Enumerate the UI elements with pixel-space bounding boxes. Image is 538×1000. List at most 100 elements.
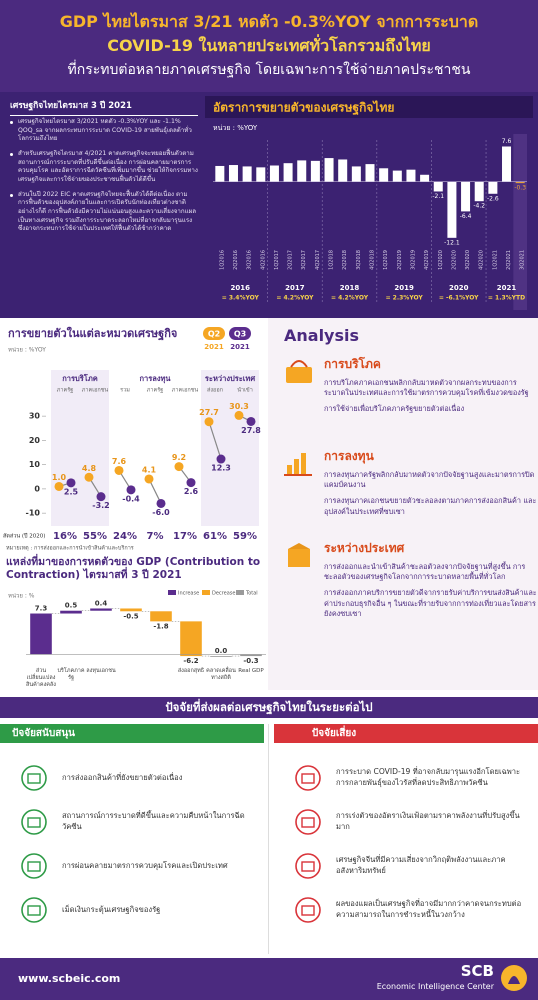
value-label: 7.6	[112, 457, 127, 466]
legend-swatch	[203, 327, 225, 340]
note: หมายเหตุ : การส่งออกและการนำเข้าสินค้าแล…	[6, 545, 134, 552]
icon-shape	[288, 543, 310, 549]
unit-label: หน่วย : %	[8, 593, 35, 600]
x-tick-label: 1Q2019	[383, 250, 389, 270]
title-bg	[205, 96, 533, 118]
icon	[295, 765, 321, 791]
footer-url: www.scbeic.com	[18, 972, 121, 985]
risk-header-bg	[274, 724, 538, 743]
waterfall-chart: หน่วย : % Increase Decrease Total 7.3 0.5 0.4 -…	[0, 588, 268, 690]
point	[96, 492, 106, 502]
gdp-chart: อัตราการขยายตัวของเศรษฐกิจไทย หน่วย : %YO…	[205, 92, 533, 316]
share-label: 7%	[147, 531, 164, 542]
x-tick-label: 1Q2020	[438, 250, 444, 270]
value-label: -6.0	[152, 508, 170, 517]
share-label: 61%	[203, 531, 227, 542]
value-label: 2.5	[64, 487, 79, 496]
legend-label: Total	[245, 591, 258, 597]
divider	[268, 724, 269, 954]
value-label: -12.1	[444, 239, 460, 246]
legend-label: Decrease	[212, 591, 235, 597]
title-line: COVID-19 ในหลายประเทศทั่วโลกรวมถึงไทย	[107, 36, 431, 55]
outlook-item: การผ่อนคลายมาตรการควบคุมโรคและเปิดประเทศ	[0, 844, 264, 888]
point	[144, 474, 154, 484]
x-tick-label: 1Q2016	[219, 250, 225, 270]
icon	[284, 453, 312, 476]
icon-shape	[288, 549, 310, 567]
value-label: 9.2	[172, 453, 186, 462]
chart-svg: การขยายตัวในแต่ละหมวดเศรษฐกิจหน่วย : %YO…	[3, 326, 261, 552]
value-label: -0.4	[122, 494, 140, 503]
highlight-bg	[513, 134, 527, 310]
bar	[392, 170, 402, 182]
x-tick-label: 2Q2019	[397, 250, 403, 270]
group-label: 2019	[394, 284, 414, 292]
legend-swatch	[229, 327, 251, 340]
analysis-section: การลงทุน การลงทุนภาครัฐพลิกกลับมาหดตัวจาก…	[268, 447, 538, 527]
summary-bullet: เศรษฐกิจไทยไตรมาส 3/2021 หดตัว -0.3%YOY …	[10, 118, 198, 144]
icon-shape	[21, 897, 47, 923]
outlook-item: สถานการณ์การระบาดที่ดีขึ้นและความคืบหน้า…	[0, 800, 264, 844]
icon	[295, 853, 321, 879]
x-tick-label: 1Q2021	[492, 250, 498, 270]
bar	[297, 160, 307, 182]
icon	[288, 543, 310, 567]
group-label: 2020	[449, 284, 469, 292]
group-label: 2021	[497, 284, 517, 292]
point	[126, 485, 136, 495]
value-label: 0.5	[65, 602, 78, 610]
x-tick-label: รวม	[120, 388, 130, 394]
icon-shape	[27, 817, 41, 828]
icon	[286, 360, 312, 383]
x-tick-label: Real GDP	[238, 668, 264, 674]
point	[234, 410, 244, 420]
outlook-item: การส่งออกสินค้าที่ยังขยายตัวต่อเนื่อง	[0, 756, 264, 800]
icon	[21, 853, 47, 879]
value-label: -0.3	[514, 185, 526, 192]
icon-shape	[295, 897, 321, 923]
point	[66, 478, 76, 488]
point	[174, 462, 184, 472]
legend-label: Q2	[208, 330, 220, 339]
x-tick-label: 2Q2017	[288, 250, 294, 270]
point	[246, 416, 256, 426]
value-label: -6.2	[183, 657, 198, 665]
icon-shape	[290, 360, 308, 368]
legend-year: 2021	[204, 343, 224, 351]
bar	[433, 181, 443, 192]
bar	[351, 166, 361, 182]
x-tick-label: 4Q2017	[315, 250, 321, 270]
connector	[148, 478, 162, 504]
bar	[406, 169, 416, 182]
analysis-heading: การบริโภค	[324, 357, 381, 371]
x-tick-label: 3Q2016	[247, 250, 253, 270]
share-label: 24%	[113, 531, 137, 542]
icon	[295, 809, 321, 835]
group-label: 2016	[231, 284, 251, 292]
title-line: GDP ไทยไตรมาส 3/21 หดตัว -0.3%YOY จากการ…	[59, 12, 479, 31]
group-note: = 4.2%YOY	[276, 295, 314, 302]
analysis-panel: Analysis การบริโภค การบริโภคภาคเอกชนพลิกก…	[268, 318, 538, 690]
bar	[90, 608, 112, 611]
bar	[228, 165, 238, 182]
share-label: 59%	[233, 531, 257, 542]
summary-list: เศรษฐกิจไทยไตรมาส 3/2021 หดตัว -0.3%YOY …	[10, 118, 198, 240]
support-list: การส่งออกสินค้าที่ยังขยายตัวต่อเนื่อง สถา…	[0, 756, 264, 932]
x-tick-label: 4Q2018	[370, 250, 376, 270]
icon-shape	[295, 765, 321, 791]
x-tick-label: ส่วนเปลี่ยนแปลงสินค้าคงคลัง	[26, 668, 56, 688]
value-label: -2.1	[432, 193, 444, 200]
bar	[242, 166, 252, 182]
connector	[208, 421, 222, 460]
x-tick-label: คลาดเคลื่อนทางสถิติ	[206, 668, 236, 681]
value-label: 7.3	[35, 605, 48, 613]
icon	[21, 897, 47, 923]
legend-swatch	[202, 590, 210, 595]
icon-shape	[27, 773, 41, 784]
chart-svg: หน่วย : % Increase Decrease Total 7.3 0.5 0.4 -…	[8, 590, 266, 665]
y-tick-label: -10	[26, 509, 41, 518]
icon-shape	[301, 905, 315, 916]
value-label: 30.3	[229, 402, 249, 411]
x-tick-label: 1Q2017	[274, 250, 280, 270]
value-label: -1.8	[153, 622, 168, 630]
